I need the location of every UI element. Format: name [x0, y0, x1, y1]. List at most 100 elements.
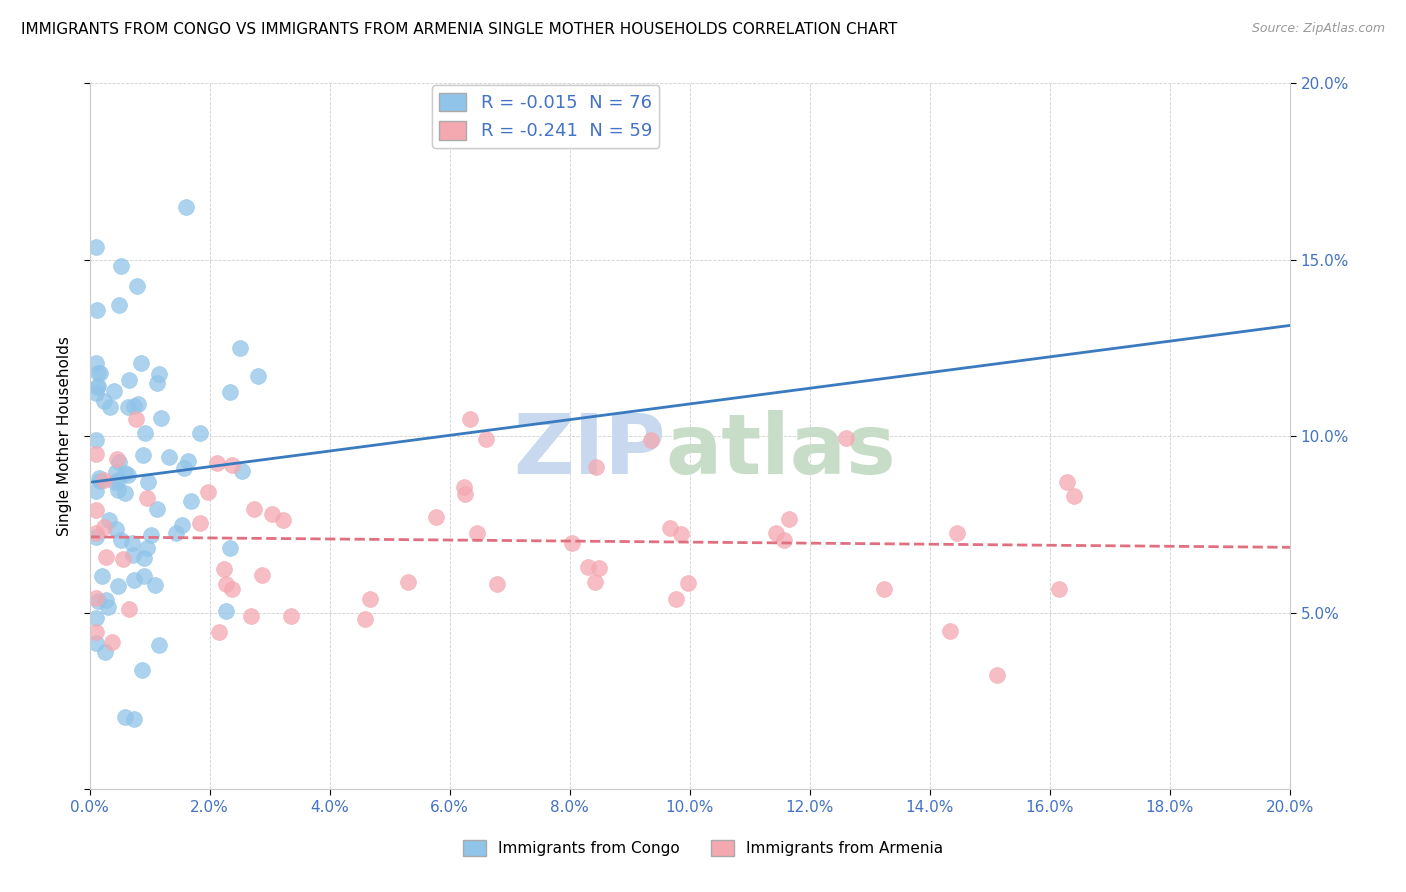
Point [765, 526, 787, 541]
Point [835, 431, 858, 445]
Point [136, 541, 159, 556]
Point [134, 426, 156, 441]
Point [215, 576, 238, 591]
Point [177, 454, 200, 468]
Point [1056, 475, 1078, 489]
Point [148, 638, 170, 652]
Point [640, 433, 662, 447]
Point [221, 582, 243, 597]
Point [1063, 489, 1085, 503]
Point [94, 645, 117, 659]
Point [475, 433, 498, 447]
Point [110, 259, 132, 273]
Point [89, 474, 111, 488]
Point [243, 502, 266, 516]
Point [125, 278, 148, 293]
Point [239, 609, 262, 624]
Point [124, 399, 146, 413]
Point [93, 393, 115, 408]
Point [105, 451, 128, 466]
Point [136, 475, 159, 489]
Point [114, 486, 136, 500]
Text: atlas: atlas [666, 410, 897, 491]
Point [110, 533, 132, 548]
Point [170, 517, 193, 532]
Point [107, 579, 129, 593]
Point [173, 461, 195, 475]
Point [122, 573, 145, 587]
Point [105, 522, 128, 536]
Point [131, 448, 153, 462]
Point [87, 593, 110, 607]
Point [188, 425, 211, 440]
Point [588, 561, 610, 575]
Point [89, 471, 111, 485]
Point [132, 569, 155, 583]
Point [174, 200, 197, 214]
Point [665, 592, 688, 607]
Text: Source: ZipAtlas.com: Source: ZipAtlas.com [1251, 22, 1385, 36]
Point [91, 568, 114, 582]
Point [104, 475, 127, 489]
Point [150, 410, 173, 425]
Point [114, 466, 136, 480]
Point [124, 411, 146, 425]
Point [353, 612, 375, 626]
Point [84, 611, 107, 625]
Text: IMMIGRANTS FROM CONGO VS IMMIGRANTS FROM ARMENIA SINGLE MOTHER HOUSEHOLDS CORREL: IMMIGRANTS FROM CONGO VS IMMIGRANTS FROM… [21, 22, 897, 37]
Point [135, 491, 157, 505]
Point [114, 709, 136, 723]
Point [219, 541, 242, 556]
Legend: Immigrants from Congo, Immigrants from Armenia: Immigrants from Congo, Immigrants from A… [457, 834, 949, 862]
Point [105, 466, 128, 480]
Point [107, 473, 129, 487]
Point [86, 380, 108, 394]
Point [143, 578, 166, 592]
Point [678, 575, 700, 590]
Point [84, 356, 107, 370]
Point [87, 379, 110, 393]
Point [208, 625, 231, 640]
Point [121, 535, 143, 549]
Point [280, 608, 302, 623]
Point [453, 487, 475, 501]
Point [425, 510, 447, 524]
Point [117, 468, 139, 483]
Point [93, 520, 115, 534]
Point [101, 635, 124, 649]
Point [118, 373, 141, 387]
Point [252, 568, 274, 582]
Point [576, 560, 599, 574]
Point [561, 535, 583, 549]
Point [148, 367, 170, 381]
Point [94, 550, 117, 565]
Point [231, 465, 253, 479]
Point [134, 551, 156, 566]
Point [165, 526, 187, 541]
Point [89, 366, 111, 380]
Point [84, 433, 107, 447]
Point [938, 624, 960, 639]
Point [779, 512, 801, 526]
Point [93, 473, 115, 487]
Point [486, 577, 509, 591]
Point [108, 298, 131, 312]
Point [146, 501, 169, 516]
Point [103, 384, 125, 399]
Point [112, 552, 135, 566]
Point [873, 582, 896, 596]
Point [246, 369, 269, 384]
Point [98, 400, 121, 414]
Point [453, 480, 475, 494]
Point [84, 240, 107, 254]
Point [94, 593, 117, 607]
Point [84, 385, 107, 400]
Point [139, 528, 162, 542]
Point [84, 525, 107, 540]
Point [98, 513, 121, 527]
Point [84, 447, 107, 461]
Legend: R = -0.015  N = 76, R = -0.241  N = 59: R = -0.015 N = 76, R = -0.241 N = 59 [432, 86, 659, 147]
Point [131, 356, 153, 370]
Point [585, 459, 607, 474]
Point [197, 485, 219, 500]
